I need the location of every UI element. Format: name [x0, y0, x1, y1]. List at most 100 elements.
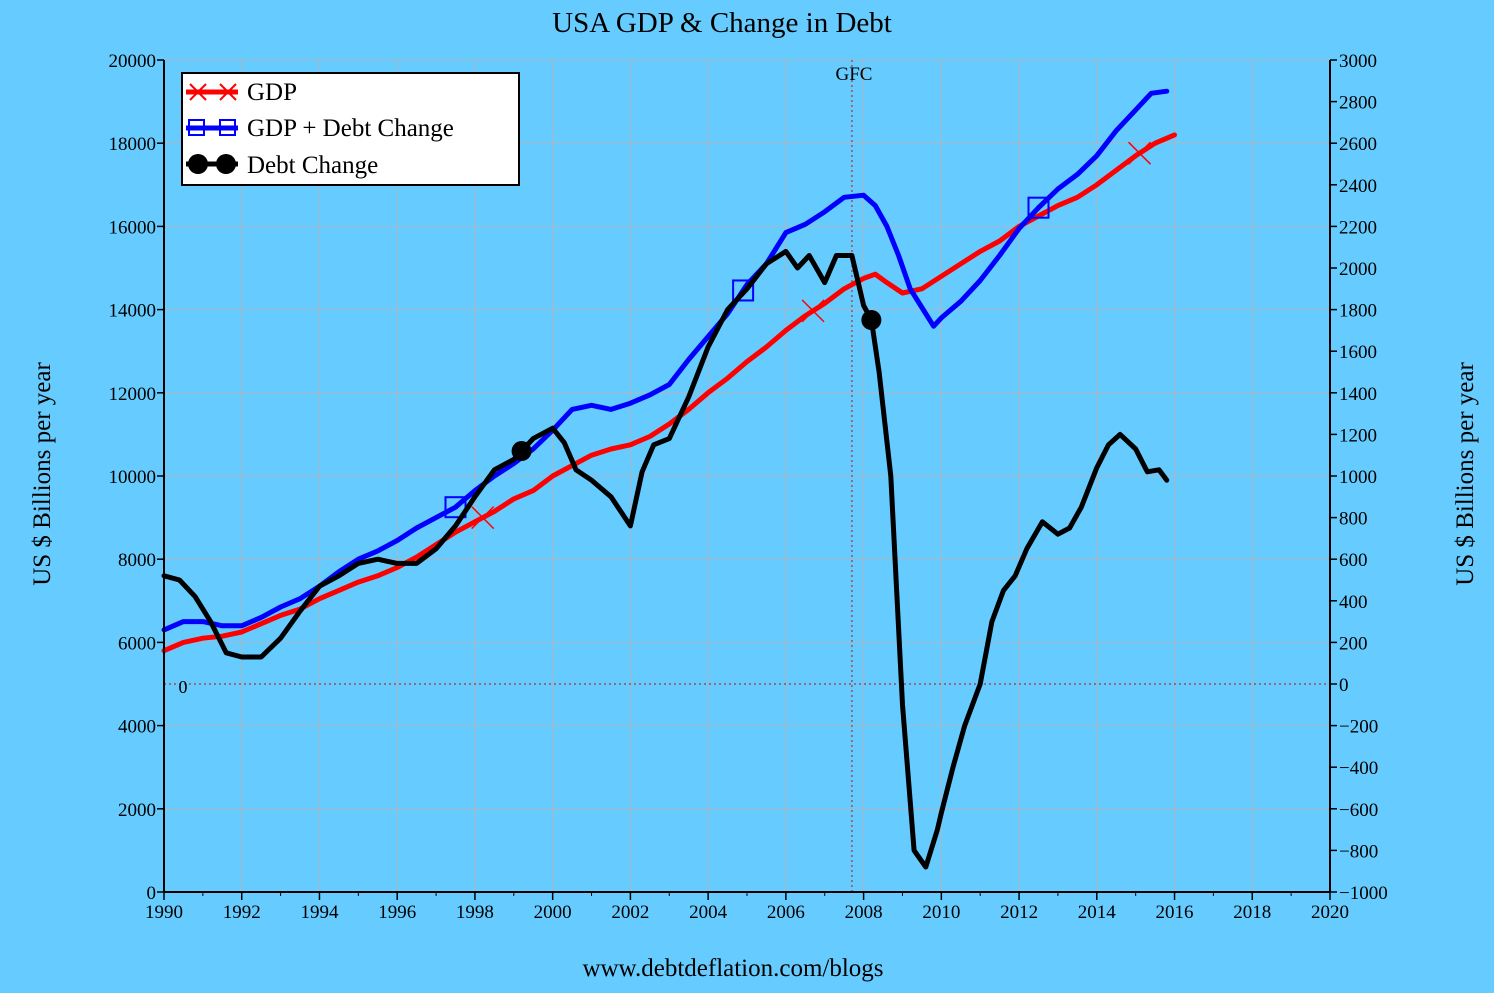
data-point [1166, 91, 1167, 92]
data-point [669, 384, 670, 385]
data-point [688, 359, 689, 360]
data-point [564, 442, 565, 443]
grid [163, 59, 1331, 893]
y-right-tick-label: 600 [1339, 550, 1368, 571]
legend-label-gdp: GDP [247, 79, 297, 106]
data-point [642, 471, 643, 472]
data-point [914, 850, 915, 851]
x-marker [1128, 141, 1152, 165]
y-left-tick-label: 4000 [118, 717, 156, 738]
data-point [1166, 480, 1167, 481]
data-point [1108, 444, 1109, 445]
data-point [1057, 188, 1058, 189]
data-point [1081, 507, 1082, 508]
data-point [941, 276, 942, 277]
data-point [591, 455, 592, 456]
data-point [591, 480, 592, 481]
data-point [1096, 155, 1097, 156]
data-point [649, 436, 650, 437]
data-point [397, 567, 398, 568]
data-point [875, 274, 876, 275]
data-point [630, 403, 631, 404]
data-point [202, 638, 203, 639]
data-point [952, 767, 953, 768]
data-point [1015, 575, 1016, 576]
data-point [575, 469, 576, 470]
data-point [183, 621, 184, 622]
legend-square-marker-icon [188, 119, 236, 136]
y-axis-right-label: US $ Billions per year [1452, 362, 1479, 586]
data-point [241, 632, 242, 633]
data-point [649, 394, 650, 395]
data-point [202, 621, 203, 622]
y-left-tick-label: 10000 [109, 467, 157, 488]
y-right-tick-label: 2200 [1339, 217, 1377, 238]
data-point [377, 559, 378, 560]
data-point [925, 867, 926, 868]
data-point [358, 563, 359, 564]
x-tick-label: 2014 [1078, 902, 1117, 923]
data-point [319, 586, 320, 587]
data-point [494, 511, 495, 512]
x-marker [471, 506, 495, 530]
y-right-tick-label: −200 [1339, 717, 1378, 738]
data-point [1019, 228, 1020, 229]
y-left-tick-label: 18000 [109, 134, 157, 155]
data-point [533, 490, 534, 491]
x-tick-label: 2020 [1311, 902, 1349, 923]
data-point [1026, 548, 1027, 549]
data-point [937, 829, 938, 830]
data-point [766, 347, 767, 348]
zero-annotation: 0 [179, 677, 188, 697]
data-point [688, 396, 689, 397]
data-point [708, 392, 709, 393]
data-point [980, 684, 981, 685]
data-point [261, 623, 262, 624]
data-point [416, 528, 417, 529]
data-point [1038, 216, 1039, 217]
x-tick-label: 1992 [223, 902, 261, 923]
data-point [669, 438, 670, 439]
data-point [910, 288, 911, 289]
data-point [572, 409, 573, 410]
series-layer [161, 88, 1177, 870]
y-right-tick-label: 1000 [1339, 467, 1377, 488]
data-point [960, 263, 961, 264]
y-axis-left-label: US $ Billions per year [29, 362, 56, 586]
legend-label-debt: Debt Change [247, 152, 378, 179]
data-point [797, 268, 798, 269]
legend-item-debt: Debt Change [186, 152, 378, 179]
data-point [941, 317, 942, 318]
y-right-tick-label: −600 [1339, 800, 1378, 821]
y-right-tick-label: 200 [1339, 633, 1368, 654]
square-marker [732, 279, 755, 302]
data-point [991, 621, 992, 622]
data-point [377, 575, 378, 576]
circle-marker [861, 310, 882, 330]
data-point [980, 251, 981, 252]
x-tick-label: 1998 [456, 902, 494, 923]
data-point [1116, 130, 1117, 131]
data-point [1155, 143, 1156, 144]
data-point [436, 517, 437, 518]
data-point [1077, 197, 1078, 198]
x-tick-label: 2000 [534, 902, 572, 923]
data-point [1069, 528, 1070, 529]
data-point [610, 448, 611, 449]
data-point [727, 309, 728, 310]
y-left-tick-label: 20000 [109, 51, 157, 72]
data-point [1174, 134, 1175, 135]
data-point [630, 444, 631, 445]
data-point [552, 428, 553, 429]
data-point [338, 590, 339, 591]
data-point [1096, 184, 1097, 185]
legend-x-marker-icon [189, 83, 237, 101]
data-point [902, 704, 903, 705]
data-point [809, 255, 810, 256]
data-point [280, 615, 281, 616]
data-point [851, 255, 852, 256]
data-point [960, 301, 961, 302]
data-point [1003, 590, 1004, 591]
data-point [416, 557, 417, 558]
data-point [708, 347, 709, 348]
